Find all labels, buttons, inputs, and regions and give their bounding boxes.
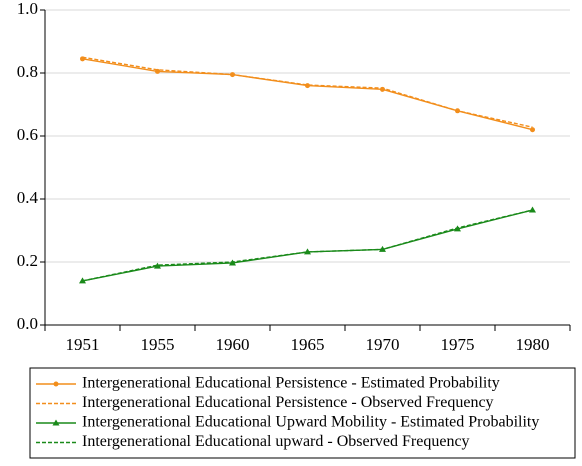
marker — [530, 127, 535, 133]
x-tick-label: 1970 — [366, 335, 400, 354]
y-tick-label: 1.0 — [17, 0, 38, 18]
line-series — [82, 58, 533, 131]
marker — [529, 206, 536, 213]
line-series — [82, 56, 533, 128]
marker — [154, 262, 161, 269]
legend-label: Intergenerational Educational Persistenc… — [82, 394, 494, 411]
legend-label: Intergenerational Educational Upward Mob… — [82, 414, 539, 431]
legend: Intergenerational Educational Persistenc… — [29, 367, 576, 459]
x-tick-label: 1955 — [141, 335, 175, 354]
legend-label: Intergenerational Educational upward - O… — [82, 433, 470, 450]
marker — [52, 419, 60, 426]
marker — [53, 381, 59, 387]
x-tick-label: 1975 — [441, 335, 475, 354]
marker — [304, 248, 311, 255]
x-tick-label: 1960 — [216, 335, 250, 354]
legend-box — [29, 367, 576, 459]
line-series — [82, 209, 533, 282]
x-tick-label: 1980 — [516, 335, 550, 354]
x-tick-label: 1965 — [291, 335, 325, 354]
y-tick-label: 0.4 — [17, 188, 39, 207]
y-tick-label: 0.0 — [17, 314, 38, 333]
line-series — [82, 209, 533, 282]
y-tick-label: 0.6 — [17, 125, 38, 144]
y-tick-label: 0.8 — [17, 62, 38, 81]
y-tick-label: 0.2 — [17, 251, 38, 270]
legend-label: Intergenerational Educational Persistenc… — [82, 375, 500, 392]
x-tick-label: 1951 — [66, 335, 100, 354]
